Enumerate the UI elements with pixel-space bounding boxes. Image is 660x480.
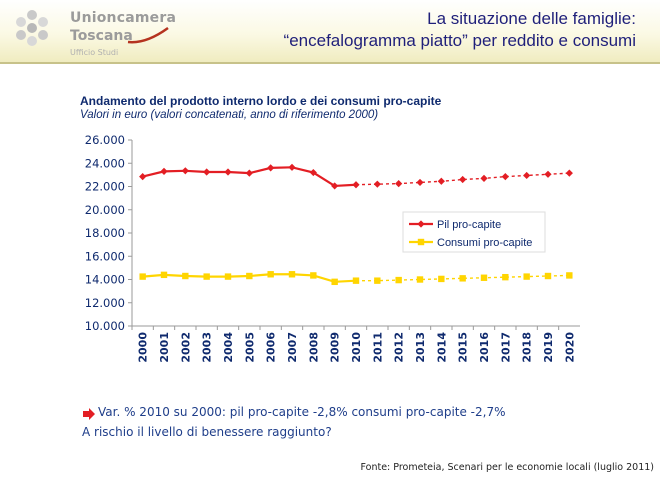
y-tick-label: 20.000 [85,203,125,217]
series-point-2 [182,272,189,280]
series-point-2 [438,275,445,283]
series-point-2 [502,273,509,281]
x-tick-label: 2006 [265,332,278,363]
legend-marker-1 [417,220,425,228]
note-line1: Var. % 2010 su 2000: pil pro-capite -2,8… [98,405,506,419]
series-point-1 [480,174,488,182]
flower-logo-icon [16,10,48,46]
series-point-1 [309,168,317,177]
source-note: Fonte: Prometeia, Scenari per le economi… [360,462,654,473]
series-point-1 [544,170,552,178]
bullet-arrow-icon [83,408,95,420]
series-point-2 [224,273,232,280]
series-point-2 [459,275,466,282]
series-point-2 [288,271,296,278]
series-point-1 [181,167,189,175]
y-tick-label: 14.000 [85,273,125,287]
series-point-1 [416,178,424,187]
series-point-2 [523,273,530,280]
series-point-2 [139,273,146,280]
x-tick-label: 2011 [371,332,384,363]
x-tick-label: 2005 [243,332,256,363]
series-point-1 [565,169,573,177]
x-tick-label: 2008 [307,332,320,363]
y-tick-label: 16.000 [85,249,125,263]
x-tick-label: 2013 [414,332,427,363]
y-tick-label: 10.000 [85,319,125,333]
legend-label-1: Pil pro-capite [437,219,501,231]
x-tick-label: 2015 [457,332,470,363]
slide-header [0,0,660,62]
logo-line3: Ufficio Studi [70,48,119,57]
series-point-1 [331,182,339,190]
series-point-2 [310,272,317,279]
logo-swoosh-icon [127,26,169,44]
slide-title-line2: “encefalogramma piatto” per reddito e co… [283,31,636,50]
series-point-1 [501,173,509,181]
legend-marker-2 [417,238,425,246]
x-tick-label: 2007 [286,332,299,363]
series-point-2 [566,272,573,279]
series-point-2 [374,277,381,284]
x-tick-label: 2018 [521,332,534,363]
x-tick-label: 2017 [499,332,512,363]
x-tick-label: 2000 [137,332,150,363]
series-point-2 [416,276,424,283]
y-tick-label: 24.000 [85,156,125,170]
series-point-1 [160,167,168,175]
y-tick-label: 18.000 [85,226,125,240]
logo-line2: Toscana [70,28,133,44]
x-tick-label: 2020 [563,332,576,363]
y-tick-label: 22.000 [85,180,125,194]
x-tick-label: 2003 [201,332,214,363]
x-tick-label: 2009 [329,332,342,363]
y-tick-label: 12.000 [85,296,125,310]
x-tick-label: 2016 [478,332,491,363]
x-tick-label: 2012 [393,332,406,363]
series-point-1 [224,168,232,176]
series-point-2 [331,278,338,286]
series-point-2 [352,277,360,284]
chart-title: Andamento del prodotto interno lordo e d… [80,94,442,108]
series-point-1 [523,171,531,180]
series-point-2 [544,272,552,280]
series-point-1 [459,175,467,184]
x-tick-label: 2019 [542,332,555,363]
series-point-1 [267,164,275,172]
legend-label-2: Consumi pro-capite [437,237,532,249]
series-point-2 [203,273,210,280]
x-tick-label: 2014 [435,332,448,363]
x-tick-label: 2004 [222,332,235,363]
x-tick-label: 2010 [350,332,363,363]
series-point-2 [480,274,488,281]
y-tick-label: 26.000 [85,133,125,147]
unioncamera-logo: Unioncamera Toscana Ufficio Studi [6,4,186,58]
note-line2: A rischio il livello di benessere raggiu… [82,425,332,439]
series-point-1 [139,173,147,181]
series-point-2 [267,271,274,278]
series-point-1 [288,163,296,171]
x-tick-label: 2001 [158,332,171,363]
x-tick-label: 2002 [179,332,192,363]
series-point-1 [203,168,211,176]
series-point-1 [373,180,381,188]
series-point-1 [245,169,253,177]
header-divider [0,62,660,64]
series-point-2 [160,271,168,279]
slide-title: La situazione delle famiglie: “encefalog… [284,8,636,52]
chart-subtitle: Valori in euro (valori concatenati, anno… [80,109,379,121]
slide-title-line1: La situazione delle famiglie: [427,9,636,28]
series-point-1 [437,177,445,185]
series-point-2 [395,276,402,284]
legend-box [402,211,546,253]
series-point-1 [395,179,403,188]
series-point-1 [352,181,360,189]
series-point-2 [246,272,253,280]
logo-line1: Unioncamera [70,10,177,26]
